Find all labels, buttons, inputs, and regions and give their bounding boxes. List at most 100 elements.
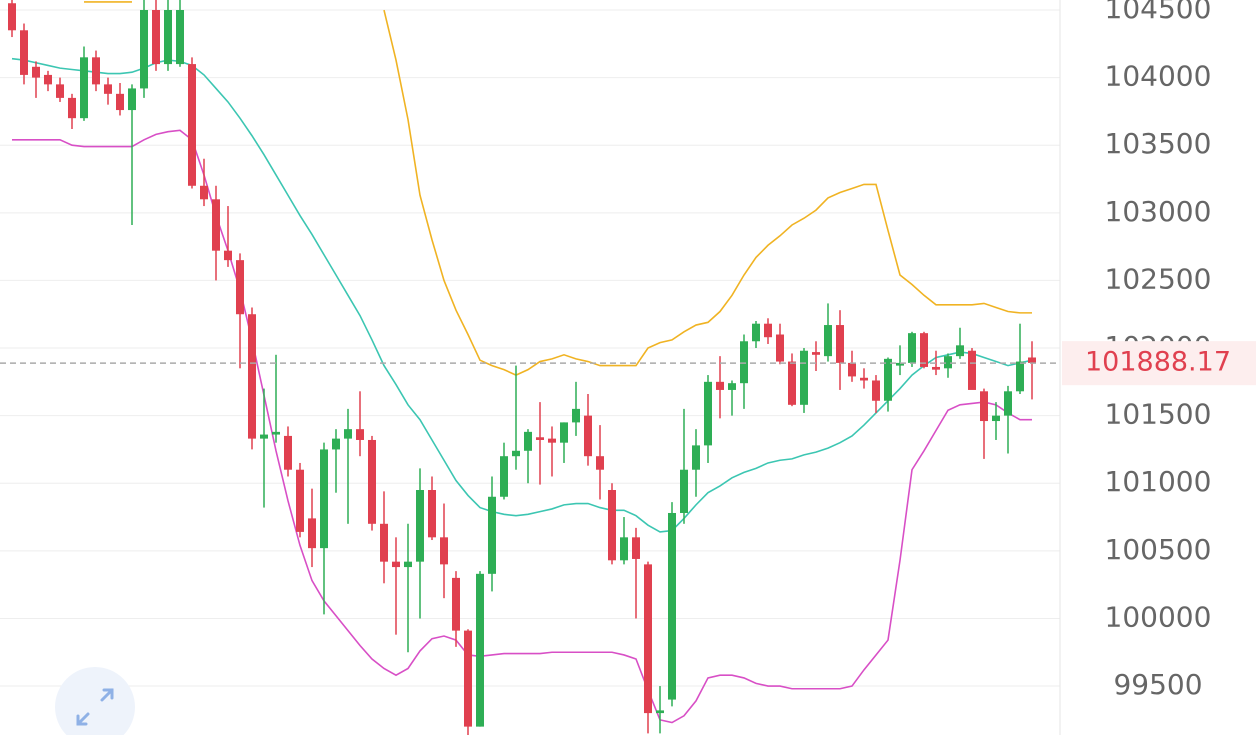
grid: [0, 9, 1060, 687]
candle-body: [968, 350, 976, 390]
candle-body: [740, 341, 748, 384]
candle-body: [152, 10, 160, 65]
candle-body: [212, 199, 220, 251]
candle-body: [632, 537, 640, 559]
candle-body: [296, 469, 304, 532]
y-tick-label: 100500: [1105, 533, 1212, 566]
candle-body: [644, 564, 652, 714]
candle-body: [248, 314, 256, 439]
candle-body: [104, 84, 112, 94]
y-tick-label: 101500: [1105, 398, 1212, 431]
candle-body: [464, 630, 472, 727]
expand-circle[interactable]: [55, 667, 135, 735]
candle-body: [704, 381, 712, 446]
candle-body: [608, 490, 616, 561]
candle-body: [380, 523, 388, 562]
candle-body: [932, 366, 940, 370]
candle-body: [728, 383, 736, 390]
candle-body: [836, 325, 844, 363]
candle-body: [1028, 357, 1036, 363]
candle-body: [428, 490, 436, 538]
candle-body: [308, 518, 316, 549]
candle-body: [56, 84, 64, 98]
bands: [11, 1, 1033, 724]
candle-body: [812, 352, 820, 355]
expand-button[interactable]: [55, 667, 135, 735]
candle-body: [452, 577, 460, 631]
candle-body: [596, 456, 604, 470]
candle-body: [800, 350, 808, 405]
y-tick-label: 103000: [1105, 195, 1212, 228]
candle-body: [80, 57, 88, 119]
candle-body: [524, 431, 532, 451]
candle-body: [68, 97, 76, 119]
candle-body: [272, 431, 280, 435]
candle-body: [488, 496, 496, 574]
candle-body: [8, 3, 16, 31]
candle-body: [260, 434, 268, 439]
candle-body: [344, 429, 352, 439]
candle-body: [668, 512, 676, 700]
candle-body: [500, 456, 508, 497]
candle-body: [92, 57, 100, 85]
expand-icon[interactable]: [76, 688, 114, 726]
candle-body: [716, 381, 724, 390]
candle-body: [548, 438, 556, 443]
y-tick-label: 102500: [1105, 262, 1212, 295]
candle-body: [896, 362, 904, 366]
candle-body: [116, 93, 124, 111]
candle-body: [20, 30, 28, 75]
candle-body: [284, 435, 292, 470]
candle-body: [908, 333, 916, 363]
candle-body: [236, 260, 244, 315]
candle-body: [200, 185, 208, 200]
candle-body: [884, 358, 892, 401]
candle-body: [176, 10, 184, 65]
candle-body: [44, 74, 52, 85]
candle-body: [920, 333, 928, 367]
candle-body: [776, 334, 784, 362]
candle-body: [860, 377, 868, 381]
last-price-box: [1062, 341, 1256, 386]
candle-body: [128, 88, 136, 111]
candle-body: [992, 415, 1000, 422]
candle-body: [560, 422, 568, 443]
candle-body: [392, 561, 400, 568]
band-line: [12, 129, 1032, 724]
candle-body: [680, 469, 688, 513]
candle-body: [692, 445, 700, 470]
last-price-label: 101888.17: [1085, 347, 1231, 378]
candle-body: [224, 250, 232, 261]
candle-body: [1004, 391, 1012, 416]
candle-body: [872, 380, 880, 401]
candle-body: [788, 361, 796, 405]
price-line: 101888.17: [0, 341, 1256, 386]
candles: [8, 0, 1036, 735]
candle-body: [332, 438, 340, 450]
y-tick-label: 104000: [1105, 60, 1212, 93]
candle-body: [656, 710, 664, 714]
candle-body: [320, 449, 328, 549]
candle-body: [368, 439, 376, 524]
band-line: [383, 9, 1032, 376]
y-axis: 9950010000010050010100010150010200010250…: [1105, 0, 1212, 701]
candle-body: [188, 64, 196, 186]
candle-body: [584, 415, 592, 457]
candle-body: [956, 345, 964, 357]
candle-body: [536, 437, 544, 440]
y-tick-label: 100000: [1105, 600, 1212, 633]
candle-body: [140, 10, 148, 89]
y-tick-label: 99500: [1113, 668, 1202, 701]
candle-body: [752, 323, 760, 342]
candle-body: [512, 450, 520, 457]
candle-body: [620, 537, 628, 561]
y-tick-label: 104500: [1105, 0, 1212, 25]
candle-body: [980, 391, 988, 422]
candle-body: [572, 408, 580, 423]
candle-body: [164, 10, 172, 65]
candle-body: [944, 356, 952, 369]
candle-body: [824, 325, 832, 357]
candle-body: [476, 573, 484, 727]
band-line: [11, 57, 1033, 533]
candle-body: [416, 490, 424, 562]
